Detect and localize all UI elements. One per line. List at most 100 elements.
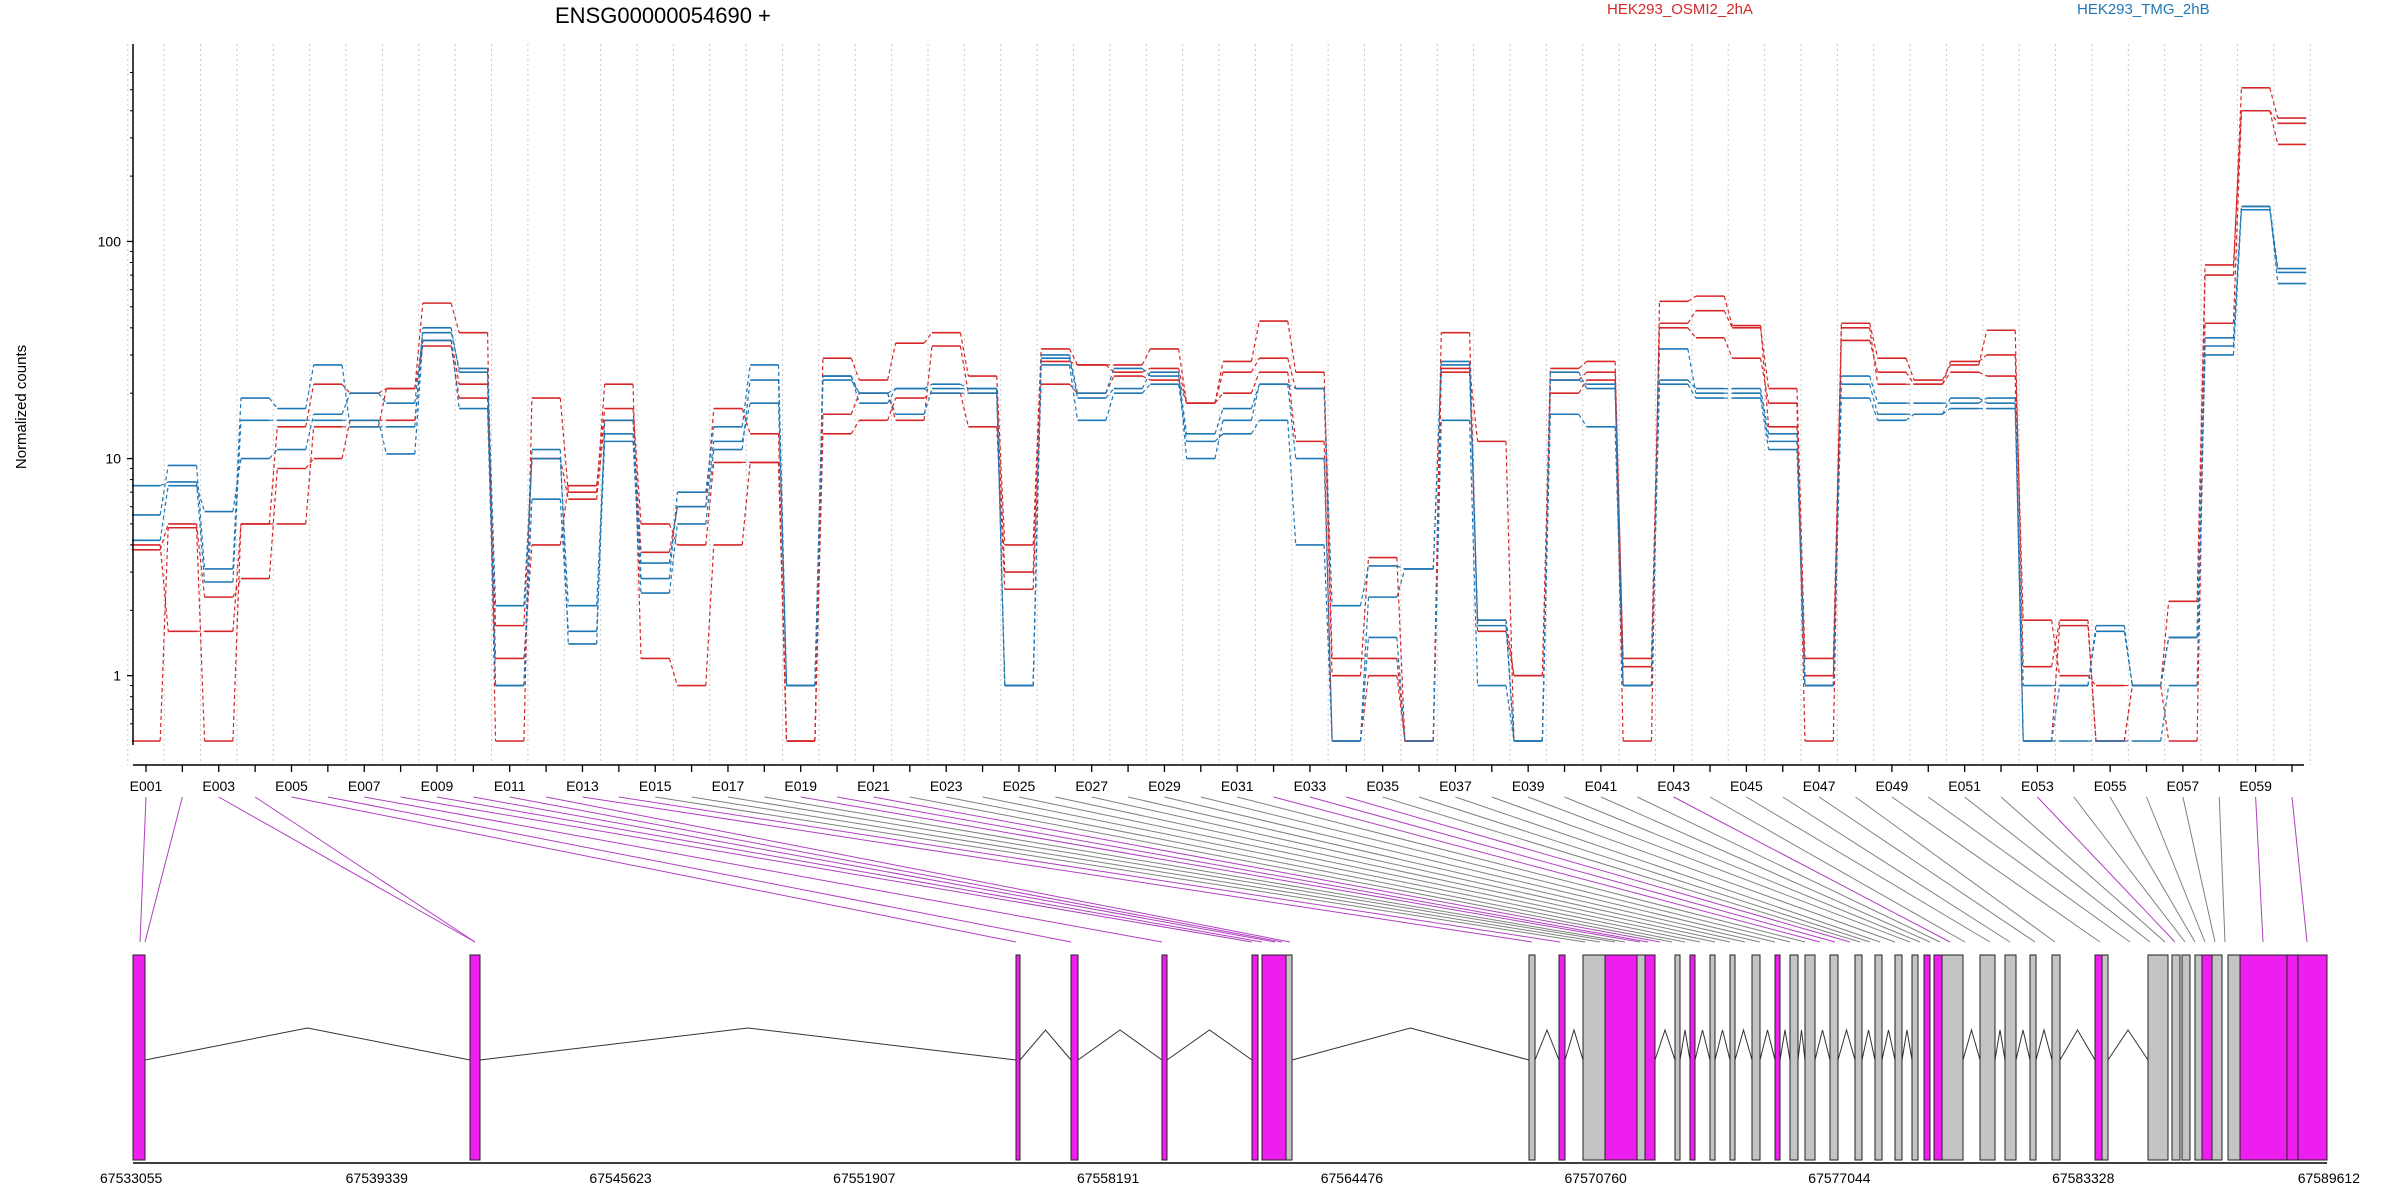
- exon-connectors: [139, 796, 2308, 943]
- data-connector: [232, 578, 242, 598]
- data-connector: [1941, 371, 1951, 385]
- x-tick-label-E047: E047: [1803, 778, 1836, 794]
- connector-E036: [1418, 796, 1871, 943]
- intron-line: [1166, 1029, 1253, 1061]
- data-connector: [1469, 420, 1479, 686]
- data-connector: [1287, 358, 1297, 389]
- data-connector: [414, 340, 424, 454]
- data-connector: [1469, 368, 1479, 442]
- data-connector: [1287, 383, 1297, 390]
- data-connector: [2160, 637, 2170, 686]
- data-connector: [378, 388, 387, 394]
- data-connector: [1469, 361, 1479, 626]
- y-tick-label: 1: [113, 668, 121, 684]
- x-tick-label-E059: E059: [2239, 778, 2272, 794]
- x-tick-label-E023: E023: [930, 778, 963, 794]
- connector-E032: [1273, 796, 1821, 943]
- intron-line: [1679, 1029, 1691, 1061]
- data-connector: [632, 441, 642, 594]
- data-connector: [377, 420, 388, 455]
- data-connector: [232, 458, 242, 512]
- data-connector: [632, 420, 642, 579]
- connector-E030: [1200, 796, 1791, 943]
- data-connector: [814, 376, 824, 686]
- coordinate-label: 67583328: [2052, 1170, 2115, 1186]
- data-connector: [1723, 337, 1733, 359]
- intron-line: [479, 1027, 1017, 1061]
- connector-E019: [800, 796, 1641, 943]
- data-connector: [1178, 372, 1188, 459]
- data-connector: [960, 383, 969, 390]
- data-connector: [1869, 384, 1879, 415]
- data-connector: [1505, 685, 1515, 742]
- data-connector: [1105, 393, 1115, 421]
- data-connector: [923, 388, 933, 394]
- data-connector: [159, 465, 169, 516]
- series-6: [131, 205, 2307, 742]
- x-tick-label-E021: E021: [857, 778, 890, 794]
- connector-E039: [1527, 796, 1911, 943]
- data-connector: [1505, 620, 1515, 676]
- data-connector: [1432, 420, 1442, 742]
- data-connector: [1578, 371, 1588, 381]
- connector-E029: [1164, 796, 1776, 943]
- data-connector: [2087, 620, 2097, 742]
- exon-block-other: [2101, 954, 2109, 1161]
- intron-line: [1814, 1029, 1831, 1061]
- data-connector: [632, 384, 642, 659]
- x-tick-label-E029: E029: [1148, 778, 1181, 794]
- data-connector: [1687, 310, 1697, 324]
- data-connector: [1578, 361, 1588, 369]
- data-connector: [1942, 408, 1951, 415]
- connector-E011: [509, 796, 1283, 943]
- connector-E021: [873, 796, 1661, 943]
- data-connector: [232, 523, 242, 742]
- x-tick-label-E049: E049: [1876, 778, 1909, 794]
- connector-E058: [2218, 796, 2226, 943]
- x-tick-label-E035: E035: [1366, 778, 1399, 794]
- exon-block-included: [1161, 954, 1168, 1161]
- data-connector: [596, 420, 606, 500]
- connector-E041: [1600, 796, 1931, 943]
- data-connector: [668, 523, 678, 546]
- exon-block-included: [1070, 954, 1079, 1161]
- intron-line: [1881, 1029, 1896, 1061]
- data-connector: [268, 449, 278, 459]
- exon-block-other: [1979, 954, 1996, 1161]
- data-connector: [996, 375, 1006, 545]
- data-connector: [1905, 371, 1915, 385]
- data-connector: [1578, 413, 1588, 428]
- exon-block-other: [1941, 954, 1964, 1161]
- data-connector: [2232, 87, 2243, 276]
- intron-line: [144, 1027, 471, 1061]
- data-connector: [559, 485, 569, 546]
- data-connector: [1069, 383, 1078, 394]
- data-connector: [195, 465, 206, 570]
- connector-E037: [1455, 796, 1881, 943]
- connector-E053: [2037, 796, 2176, 943]
- connector-E054: [2073, 796, 2186, 943]
- data-connector: [1687, 379, 1697, 390]
- data-connector: [486, 384, 497, 626]
- connector-E048: [1855, 796, 2056, 943]
- data-connector: [1250, 357, 1260, 373]
- coordinate-label: 67564476: [1321, 1170, 1384, 1186]
- intron-line: [1654, 1028, 1676, 1061]
- data-connector: [850, 392, 860, 415]
- intron-line: [2015, 1029, 2031, 1061]
- data-connector: [195, 481, 206, 583]
- data-connector: [1650, 380, 1661, 686]
- data-connector: [2232, 110, 2243, 324]
- data-connector: [705, 408, 715, 507]
- connector-E044: [1709, 796, 1966, 943]
- connector-E031: [1237, 796, 1806, 943]
- data-connector: [195, 523, 206, 598]
- connector-E006: [327, 796, 1072, 943]
- data-connector: [887, 343, 897, 381]
- connector-E013: [582, 796, 1533, 943]
- data-connector: [2196, 275, 2206, 638]
- data-connector: [1323, 372, 1333, 659]
- data-connector: [232, 523, 242, 632]
- data-connector: [1105, 368, 1115, 394]
- data-connector: [1687, 348, 1697, 394]
